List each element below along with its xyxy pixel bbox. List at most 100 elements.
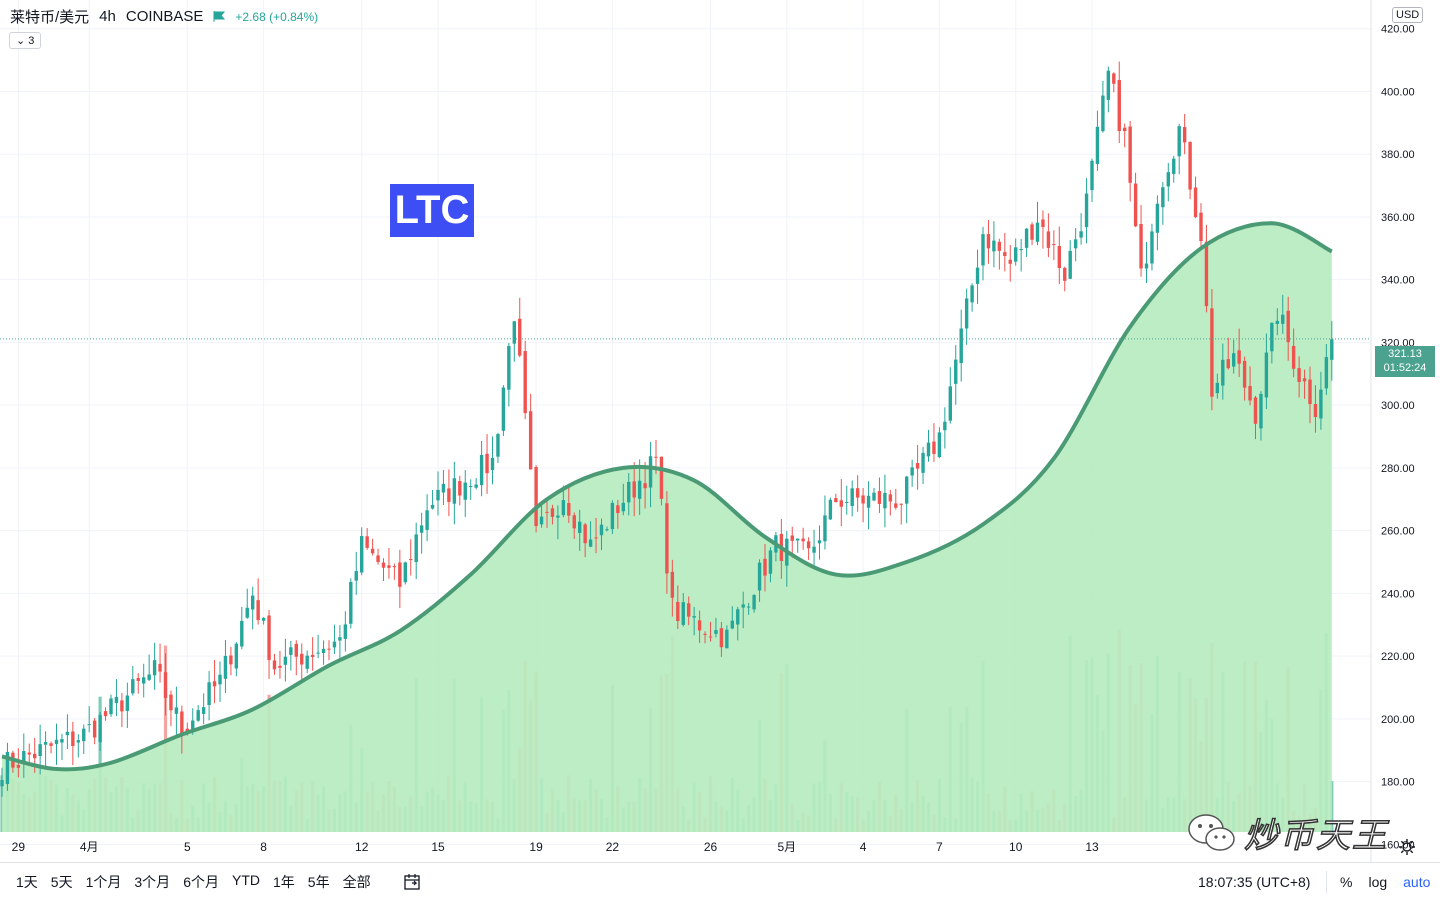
candle-body (1046, 231, 1051, 248)
candle-body (392, 566, 397, 568)
candle-body (349, 581, 353, 624)
percent-scale-toggle[interactable]: % (1340, 874, 1353, 890)
candle-body (1259, 393, 1263, 429)
candle-body (1199, 212, 1203, 242)
candle-body (1193, 187, 1198, 218)
candle-body (850, 488, 854, 507)
candle-body (975, 267, 980, 284)
candle-body (921, 452, 925, 473)
candle-body (518, 318, 522, 356)
interval-label[interactable]: 4h (99, 8, 116, 25)
candle-body (1117, 80, 1121, 132)
candle-body (910, 467, 914, 476)
auto-scale-toggle[interactable]: auto (1403, 874, 1431, 890)
candle-body (38, 744, 42, 757)
candle-body (1166, 172, 1170, 187)
candle-body (452, 478, 457, 504)
y-tick-label: 420.00 (1381, 24, 1415, 36)
log-scale-toggle[interactable]: log (1368, 874, 1388, 890)
candle-body (5, 751, 10, 785)
candle-body (1133, 183, 1138, 227)
candle-body (360, 536, 364, 573)
candle-body (310, 654, 315, 657)
candle-body (741, 604, 745, 608)
candle-body (883, 492, 887, 509)
candle-body (370, 548, 375, 554)
candle-body (305, 655, 309, 669)
candle-body (981, 234, 985, 266)
candle-body (1253, 397, 1258, 424)
candle-body (512, 321, 516, 344)
candle-body (932, 441, 936, 454)
candle-body (839, 500, 843, 507)
timeframe-0[interactable]: 1天 (16, 874, 38, 890)
candle-body (986, 234, 991, 249)
candle-body (817, 540, 822, 544)
last-price: 321.13 (1388, 348, 1422, 360)
candle-body (659, 456, 664, 499)
y-tick-label: 340.00 (1381, 275, 1415, 287)
candle-body (539, 516, 544, 525)
candle-body (496, 434, 500, 457)
x-tick-label: 12 (355, 840, 369, 854)
candle-body (463, 482, 467, 500)
candle-body (300, 653, 304, 665)
candle-body (142, 677, 146, 684)
candle-body (27, 752, 31, 755)
candle-body (76, 740, 80, 743)
candle-body (403, 562, 407, 583)
x-tick-label: 13 (1085, 840, 1099, 854)
clock-timezone[interactable]: 18:07:35 (UTC+8) (1198, 874, 1311, 890)
scale-options: % log auto (1340, 874, 1430, 890)
indicator-toggle[interactable]: ⌄ 3 (9, 32, 42, 49)
candle-body (610, 502, 615, 530)
timeframe-7[interactable]: 5年 (307, 874, 330, 890)
candle-body (469, 486, 473, 488)
x-tick-label: 26 (704, 840, 718, 854)
timeframe-1[interactable]: 5天 (50, 874, 73, 890)
candle-body (316, 652, 320, 654)
candle-body (523, 351, 527, 414)
candle-body (872, 492, 876, 501)
timeframe-8[interactable]: 全部 (342, 874, 371, 890)
gear-icon[interactable] (1398, 838, 1416, 856)
calendar-range-icon[interactable] (403, 873, 421, 891)
chart-header: 莱特币/美元 4h COINBASE +2.68 (+0.84%) (10, 6, 318, 27)
candle-body (1068, 250, 1072, 279)
candle-body (60, 739, 64, 743)
timeframe-4[interactable]: 6个月 (183, 874, 219, 890)
candle-body (419, 525, 424, 533)
candle-body (354, 571, 358, 581)
candle-body (1313, 404, 1318, 418)
candle-body (1035, 222, 1040, 242)
currency-badge[interactable]: USD (1392, 7, 1424, 23)
flag-icon[interactable] (213, 11, 226, 22)
candle-body (583, 524, 587, 544)
candle-body (1063, 267, 1067, 281)
candle-body (1302, 378, 1307, 382)
symbol-name[interactable]: 莱特币/美元 (10, 9, 90, 26)
candle-body (501, 387, 506, 431)
candle-body (567, 503, 571, 516)
candle-body (1139, 224, 1143, 269)
timeframe-2[interactable]: 1个月 (85, 874, 122, 890)
candle-body (1330, 339, 1334, 360)
candle-body (855, 488, 860, 498)
candle-body (648, 456, 653, 488)
candle-body (109, 698, 113, 715)
candle-body (447, 488, 451, 502)
timeframe-5[interactable]: YTD (231, 872, 260, 888)
timeframe-3[interactable]: 3个月 (134, 874, 171, 890)
price-axis: 160.00 180.00 200.00 220.00 240.00 260.00 280.… (1381, 24, 1415, 852)
x-tick-label: 15 (431, 840, 445, 854)
x-tick-label: 22 (606, 840, 620, 854)
candle-body (1177, 126, 1181, 157)
candle-body (327, 648, 331, 650)
bar-countdown: 01:52:24 (1383, 362, 1427, 374)
candle-body (1008, 259, 1012, 264)
candle-body (43, 741, 48, 745)
candle-body (1297, 368, 1301, 382)
timeframe-6[interactable]: 1年 (272, 874, 295, 890)
candle-body (861, 495, 865, 504)
